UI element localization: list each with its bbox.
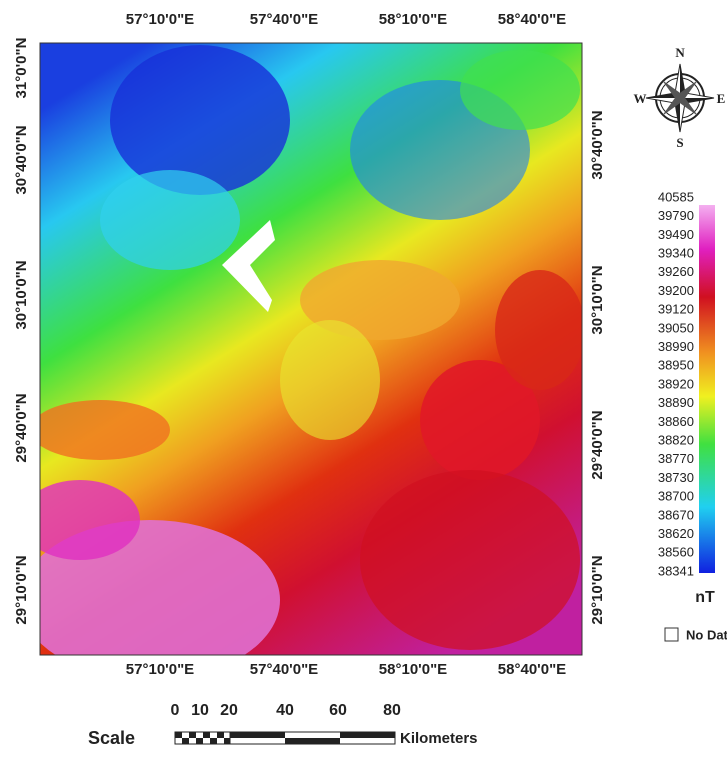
left-latitude-label: 30°40'0"N <box>13 125 30 194</box>
legend-value: 38890 <box>658 395 694 410</box>
left-latitude-label: 31°0'0"N <box>13 38 30 99</box>
compass-s: S <box>676 135 683 150</box>
top-longitude-label: 58°40'0"E <box>498 11 566 28</box>
compass: N S E W <box>634 45 726 150</box>
no-data-swatch <box>665 628 678 641</box>
scale-title: Scale <box>88 728 135 748</box>
left-latitude-label: 29°40'0"N <box>13 393 30 462</box>
legend-value: 38820 <box>658 433 694 448</box>
scale-tick-label: 60 <box>329 702 347 719</box>
bottom-longitude-label: 57°40'0"E <box>250 661 318 678</box>
scale-tick-label: 10 <box>191 702 209 719</box>
left-latitude-label: 30°10'0"N <box>13 260 30 329</box>
legend-value: 39200 <box>658 283 694 298</box>
legend-value: 38620 <box>658 526 694 541</box>
right-latitude-label: 29°10'0"N <box>589 555 606 624</box>
scale-tick-label: 80 <box>383 702 401 719</box>
legend-value: 38770 <box>658 451 694 466</box>
compass-e: E <box>717 91 726 106</box>
map-figure: N S E W nT No Data Scale Kilometers 57°1… <box>0 0 727 754</box>
legend-color-bar <box>699 205 715 573</box>
scale-tick-label: 0 <box>171 702 180 719</box>
legend-value: 38990 <box>658 339 694 354</box>
right-latitude-label: 30°10'0"N <box>589 265 606 334</box>
left-latitude-label: 29°10'0"N <box>13 555 30 624</box>
legend-value: 38670 <box>658 507 694 522</box>
scale-tick-label: 40 <box>276 702 294 719</box>
legend-value: 38560 <box>658 545 694 560</box>
scale-bar <box>175 732 395 744</box>
compass-n: N <box>675 45 685 60</box>
bottom-longitude-label: 58°10'0"E <box>379 661 447 678</box>
bottom-longitude-label: 58°40'0"E <box>498 661 566 678</box>
legend-value: 38920 <box>658 376 694 391</box>
legend-value: 39490 <box>658 227 694 242</box>
legend-value: 39260 <box>658 264 694 279</box>
scale-unit: Kilometers <box>400 730 478 747</box>
legend-value: 39340 <box>658 246 694 261</box>
legend-value: 39790 <box>658 208 694 223</box>
right-latitude-label: 30°40'0"N <box>589 110 606 179</box>
legend-value: 38950 <box>658 358 694 373</box>
legend-value: 39050 <box>658 320 694 335</box>
legend-value: 38730 <box>658 470 694 485</box>
map-raster <box>20 43 585 680</box>
legend-value: 38700 <box>658 489 694 504</box>
top-longitude-label: 58°10'0"E <box>379 11 447 28</box>
bottom-longitude-label: 57°10'0"E <box>126 661 194 678</box>
legend-value: 38860 <box>658 414 694 429</box>
scale-tick-label: 20 <box>220 702 238 719</box>
legend-value: 38341 <box>658 563 694 578</box>
compass-w: W <box>634 91 647 106</box>
legend-value: 40585 <box>658 189 694 204</box>
legend-value: 39120 <box>658 302 694 317</box>
top-longitude-label: 57°10'0"E <box>126 11 194 28</box>
no-data-label: No Data <box>686 627 727 642</box>
top-longitude-label: 57°40'0"E <box>250 11 318 28</box>
right-latitude-label: 29°40'0"N <box>589 410 606 479</box>
legend-unit: nT <box>695 589 715 606</box>
